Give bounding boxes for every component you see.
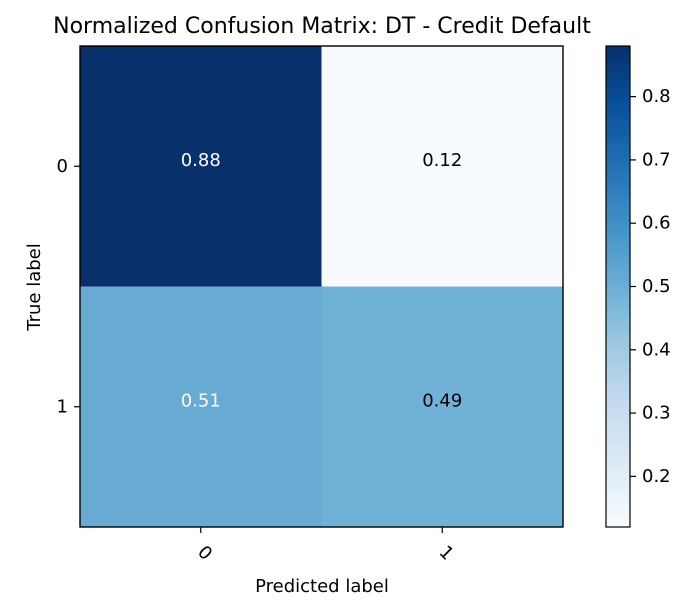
y-tick-label-0: 0 xyxy=(57,156,68,177)
colorbar-ticks: 0.2 0.3 0.4 0.5 0.6 0.7 0.8 xyxy=(630,86,671,487)
colorbar-tick-label-2: 0.4 xyxy=(642,339,671,360)
cell-value-label-1-1: 0.49 xyxy=(422,390,462,411)
cell-value-label-1-0: 0.51 xyxy=(181,390,221,411)
colorbar-tick-label-3: 0.5 xyxy=(642,276,671,297)
y-axis-ticks: 01 xyxy=(57,156,80,417)
heatmap-cell-labels: 0.88 0.12 0.51 0.49 xyxy=(181,150,463,412)
heatmap-cell-0-1 xyxy=(321,46,564,287)
y-tick-label-1: 1 xyxy=(57,396,68,417)
colorbar-tick-label-4: 0.6 xyxy=(642,213,671,234)
colorbar-tick-label-0: 0.2 xyxy=(642,466,671,487)
heatmap-cells xyxy=(80,46,564,528)
x-tick-label-1: 1 xyxy=(435,542,458,565)
cell-value-label-0-1: 0.12 xyxy=(422,150,462,171)
heatmap-cell-1-0 xyxy=(80,286,322,528)
chart-title: Normalized Confusion Matrix: DT - Credit… xyxy=(53,14,591,39)
heatmap-cell-1-1 xyxy=(321,286,564,528)
plot-frame xyxy=(79,45,564,528)
y-axis-label: True label xyxy=(24,243,45,332)
colorbar-tick-label-5: 0.7 xyxy=(642,149,671,170)
colorbar-tick-label-1: 0.3 xyxy=(642,403,671,424)
x-axis-label: Predicted label xyxy=(255,576,389,597)
heatmap-cell-0-0 xyxy=(80,46,322,287)
colorbar xyxy=(605,45,631,528)
colorbar-tick-label-6: 0.8 xyxy=(642,86,671,107)
cell-value-label-0-0: 0.88 xyxy=(181,150,221,171)
x-tick-label-0: 0 xyxy=(193,542,216,565)
